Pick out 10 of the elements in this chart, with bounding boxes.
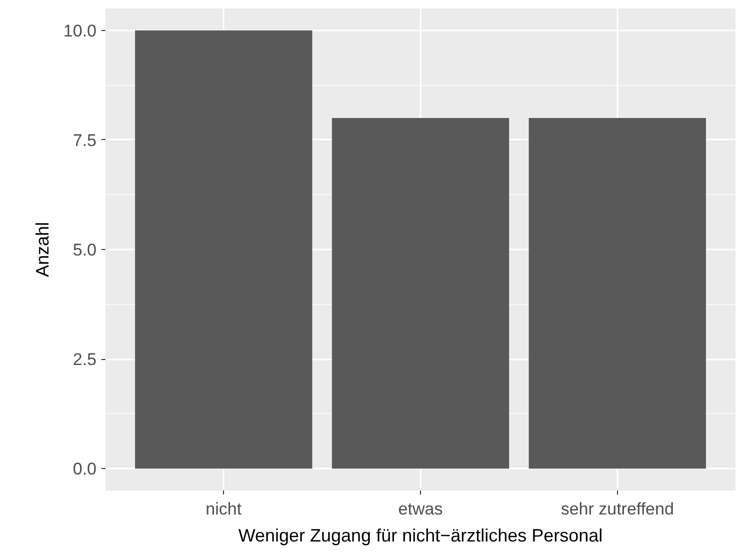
y-tick-label: 7.5 (72, 130, 97, 150)
y-axis-title: Anzahl (32, 222, 52, 278)
y-tick-label: 5.0 (72, 240, 97, 260)
x-tick-label: etwas (398, 500, 443, 518)
x-tick-label: sehr zutreffend (560, 500, 674, 518)
y-tick-label: 0.0 (72, 460, 97, 479)
x-axis-title: Weniger Zugang für nicht−ärztliches Personal (238, 526, 603, 546)
x-tick-label: nicht (206, 500, 242, 518)
y-tick-label: 10.0 (63, 21, 97, 40)
y-tick-label: 2.5 (72, 350, 97, 370)
